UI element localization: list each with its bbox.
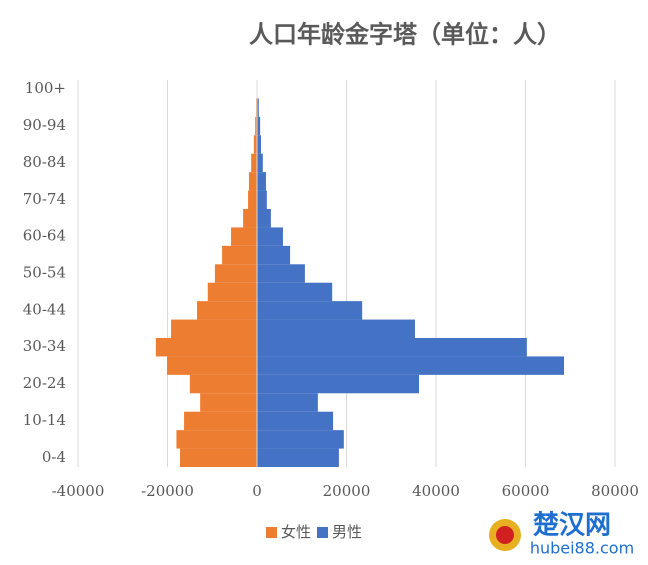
bar <box>243 209 257 228</box>
bar <box>248 172 257 191</box>
bar <box>231 227 257 246</box>
bar <box>257 135 262 154</box>
bar <box>257 282 333 302</box>
x-tick-label: 0 <box>252 482 262 500</box>
bar <box>257 374 419 394</box>
y-tick-label: 60-64 <box>23 227 66 245</box>
bar <box>257 245 291 265</box>
watermark-name: 楚汉网 <box>533 511 611 541</box>
bar <box>248 190 257 209</box>
legend-swatch <box>317 527 329 538</box>
bar <box>257 116 261 136</box>
y-tick-label: 50-54 <box>23 264 66 282</box>
bar <box>257 190 267 209</box>
bar <box>257 227 283 246</box>
bar <box>257 301 363 320</box>
bar <box>257 356 564 375</box>
y-tick-label: 90-94 <box>23 116 66 134</box>
legend-swatch <box>266 527 277 538</box>
bar <box>180 448 257 467</box>
bar <box>200 393 257 412</box>
x-tick-label: 80000 <box>591 482 639 500</box>
y-tick-label: 10-14 <box>23 411 66 429</box>
y-tick-label: 30-34 <box>23 337 66 355</box>
y-tick-label: 80-84 <box>23 153 66 171</box>
bar <box>257 172 266 191</box>
bar <box>257 338 527 357</box>
bar <box>255 116 257 136</box>
x-tick-label: 20000 <box>323 482 371 500</box>
legend-label: 女性 <box>281 523 311 541</box>
bar <box>257 209 271 228</box>
y-tick-label: 70-74 <box>23 190 66 208</box>
bar <box>167 356 257 375</box>
bar <box>257 319 415 338</box>
bar <box>257 153 263 173</box>
bar <box>251 153 257 173</box>
bar <box>197 301 257 320</box>
bar <box>257 448 339 467</box>
bar <box>253 135 257 154</box>
bar <box>189 374 257 394</box>
bar <box>257 264 305 283</box>
watermark-url: hubei88.com <box>530 539 634 558</box>
y-tick-label: 20-24 <box>23 374 66 392</box>
y-tick-label: 40-44 <box>23 300 66 318</box>
x-tick-label: -20000 <box>141 482 194 500</box>
bar <box>171 319 257 338</box>
bar <box>155 338 257 357</box>
x-tick-label: 40000 <box>412 482 460 500</box>
watermark-logo-inner <box>496 526 514 544</box>
bar <box>257 430 344 449</box>
legend-label: 男性 <box>332 523 362 541</box>
bar <box>214 264 257 283</box>
bar <box>222 245 257 265</box>
chart-title: 人口年龄金字塔（单位：人） <box>249 20 561 49</box>
x-tick-label: 60000 <box>502 482 550 500</box>
bar <box>207 282 257 302</box>
y-tick-label: 100+ <box>25 79 66 97</box>
bar <box>257 411 334 431</box>
x-tick-label: -40000 <box>52 482 105 500</box>
bar <box>184 411 257 431</box>
bar <box>257 393 318 412</box>
y-tick-label: 0-4 <box>42 448 66 466</box>
bar <box>176 430 257 449</box>
bar <box>257 98 259 117</box>
